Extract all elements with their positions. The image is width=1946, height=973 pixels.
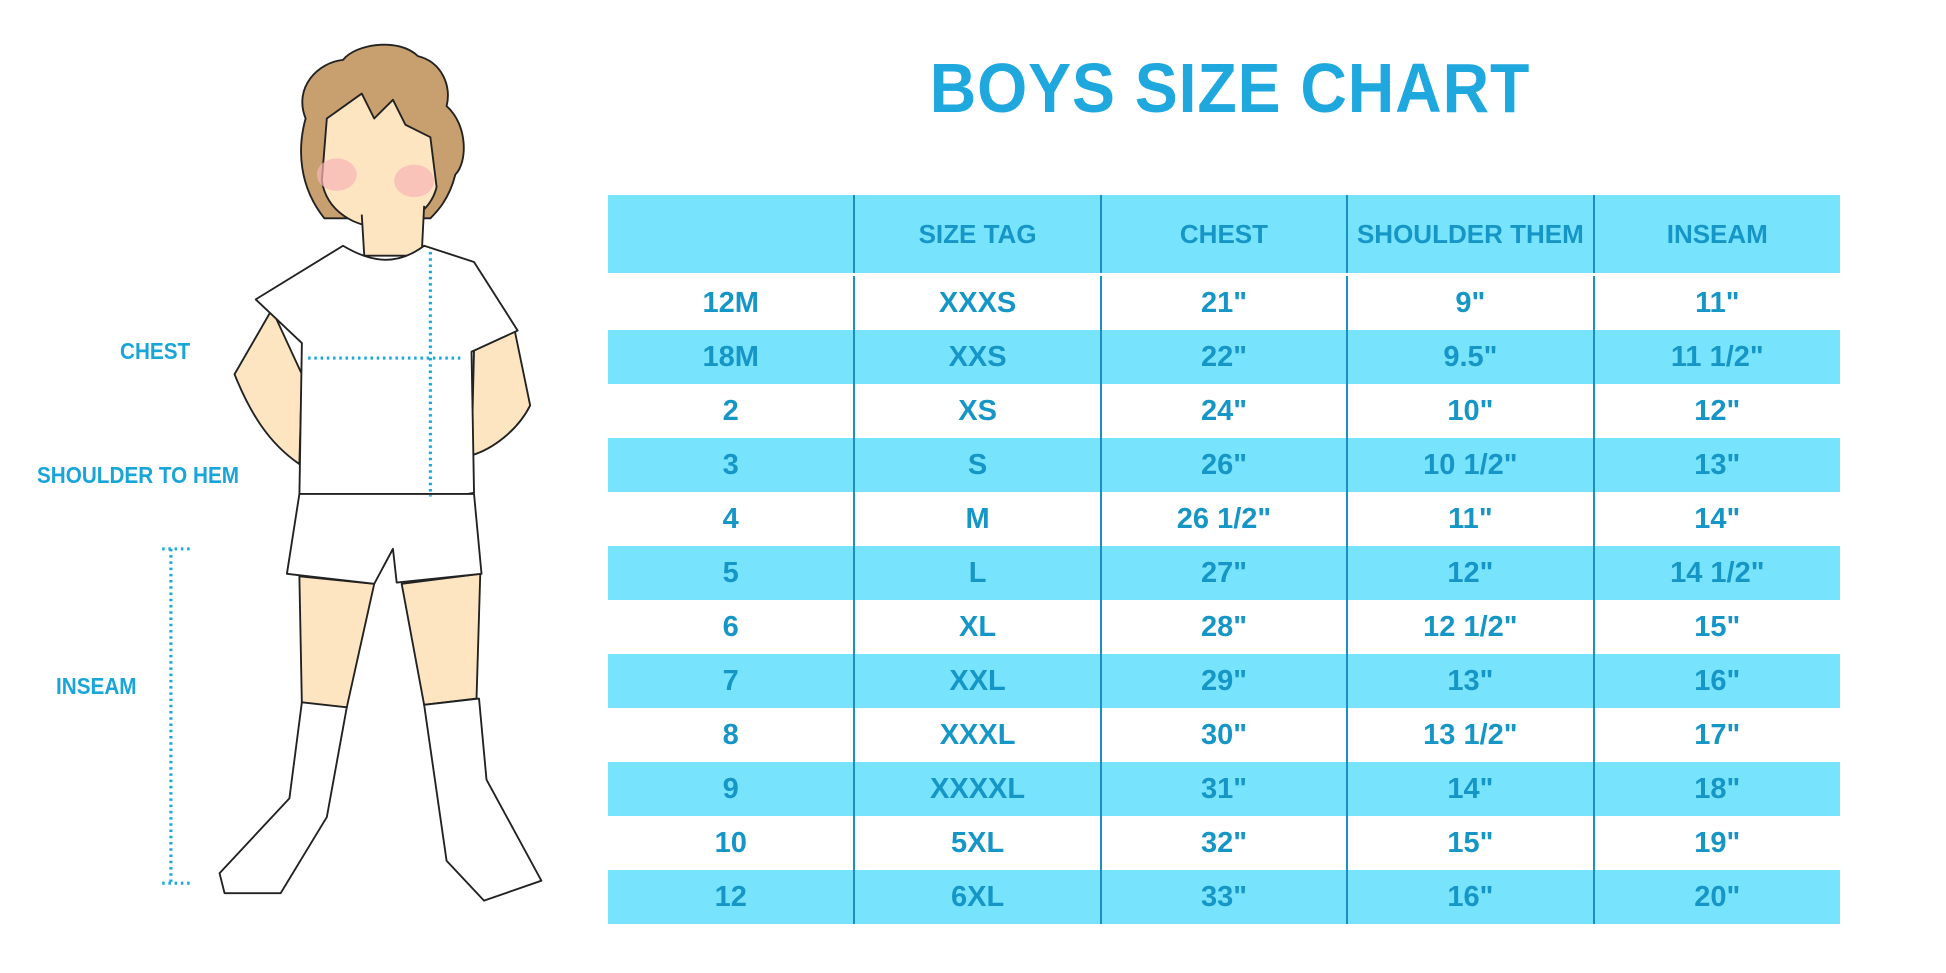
table-cell: 29" [1099, 654, 1348, 708]
left-leg [298, 575, 376, 709]
table-cell: 5XL [853, 816, 1101, 870]
table-row: 4 M 26 1/2" 11" 14" [608, 492, 1840, 546]
table-row: 18M XXS 22" 9.5" 11 1/2" [608, 330, 1840, 384]
table-cell: XXXXL [853, 762, 1101, 816]
table-cell: 11" [1592, 274, 1840, 330]
table-cell: 9.5" [1346, 330, 1594, 384]
table-cell: M [853, 492, 1101, 546]
table-cell: 2 [722, 394, 739, 427]
column-header: INSEAM [1592, 195, 1840, 276]
table-cell: 10 [714, 826, 747, 859]
table-cell: 13" [1346, 654, 1594, 708]
table-row: 8 XXXL 30" 13 1/2" 17" [608, 708, 1840, 762]
table-cell: 6 [722, 610, 739, 643]
table-cell: XXL [853, 654, 1101, 708]
table-cell: 5 [608, 546, 855, 600]
table-cell: XL [853, 600, 1101, 654]
table-row: 6 XL 28" 12 1/2" 15" [608, 600, 1840, 654]
table-row: 2 XS 24" 10" 12" [608, 384, 1840, 438]
table-cell: XS [853, 384, 1101, 438]
table-cell: 30" [1099, 708, 1348, 762]
neck [360, 205, 426, 257]
table-cell: 16" [1592, 654, 1840, 708]
table-cell: 9 [608, 762, 855, 816]
column-header [608, 195, 855, 276]
table-cell: XXS [853, 330, 1101, 384]
shorts [285, 493, 483, 585]
table-cell: 14" [1346, 762, 1594, 816]
table-cell: 12" [1346, 546, 1594, 600]
table-cell: 28" [1099, 600, 1348, 654]
table-cell: 12M [702, 286, 759, 319]
table-cell: 32" [1099, 816, 1348, 870]
table-row: 5 L 27" 12" 14 1/2" [608, 546, 1840, 600]
table-cell: 20" [1592, 870, 1840, 924]
table-row: 10 5XL 32" 15" 19" [608, 816, 1840, 870]
table-cell: 12" [1592, 384, 1840, 438]
column-header: SIZE TAG [853, 195, 1101, 276]
table-cell: 13 1/2" [1346, 708, 1594, 762]
size-chart-table: SIZE TAG CHEST SHOULDER THEM INSEAM 12M XXXS… [608, 195, 1840, 924]
table-cell: 15" [1592, 600, 1840, 654]
column-header: SHOULDER THEM [1346, 195, 1594, 276]
table-cell: 31" [1099, 762, 1348, 816]
table-cell: 33" [1099, 870, 1348, 924]
shoulder-to-hem-label: SHOULDER TO HEM [37, 462, 240, 488]
table-cell: 19" [1592, 816, 1840, 870]
table-cell: 24" [1099, 384, 1348, 438]
table-cell: 13" [1592, 438, 1840, 492]
right-leg [400, 572, 482, 706]
table-cell: 11" [1346, 492, 1594, 546]
table-row: 3 S 26" 10 1/2" 13" [608, 438, 1840, 492]
table-cell: 15" [1346, 816, 1594, 870]
table-cell: 21" [1099, 274, 1348, 330]
table-cell: 17" [1592, 708, 1840, 762]
left-sock [218, 701, 348, 895]
column-header: CHEST [1099, 195, 1348, 276]
table-cell: 7 [608, 654, 855, 708]
table-cell: L [853, 546, 1101, 600]
table-row: 12 6XL 33" 16" 20" [608, 870, 1840, 924]
table-cell: 14" [1592, 492, 1840, 546]
table-cell: 12 [608, 870, 855, 924]
table-cell: 4 [722, 502, 739, 535]
table-cell: 3 [608, 438, 855, 492]
table-cell: 12 1/2" [1346, 600, 1594, 654]
table-cell: 10 1/2" [1346, 438, 1594, 492]
inseam-label: INSEAM [56, 673, 137, 699]
table-cell: 16" [1346, 870, 1594, 924]
table-cell: S [853, 438, 1101, 492]
table-cell: 11 1/2" [1592, 330, 1840, 384]
table-cell: 26" [1099, 438, 1348, 492]
table-cell: 26 1/2" [1099, 492, 1348, 546]
table-cell: 18M [608, 330, 855, 384]
table-cell: 14 1/2" [1592, 546, 1840, 600]
page-title: BOYS SIZE CHART [929, 49, 1531, 127]
table-cell: 18" [1592, 762, 1840, 816]
table-row: 12M XXXS 21" 9" 11" [608, 274, 1840, 330]
table-header-row: SIZE TAG CHEST SHOULDER THEM INSEAM [608, 195, 1840, 276]
table-cell: XXXL [853, 708, 1101, 762]
table-row: 9 XXXXL 31" 14" 18" [608, 762, 1840, 816]
right-sock [423, 697, 543, 902]
table-cell: 10" [1346, 384, 1594, 438]
table-cell: 27" [1099, 546, 1348, 600]
table-cell: 22" [1099, 330, 1348, 384]
chest-label: CHEST [120, 338, 191, 364]
table-cell: 9" [1346, 274, 1594, 330]
table-row: 7 XXL 29" 13" 16" [608, 654, 1840, 708]
table-cell: XXXS [853, 274, 1101, 330]
table-cell: 6XL [853, 870, 1101, 924]
table-cell: 8 [722, 718, 739, 751]
